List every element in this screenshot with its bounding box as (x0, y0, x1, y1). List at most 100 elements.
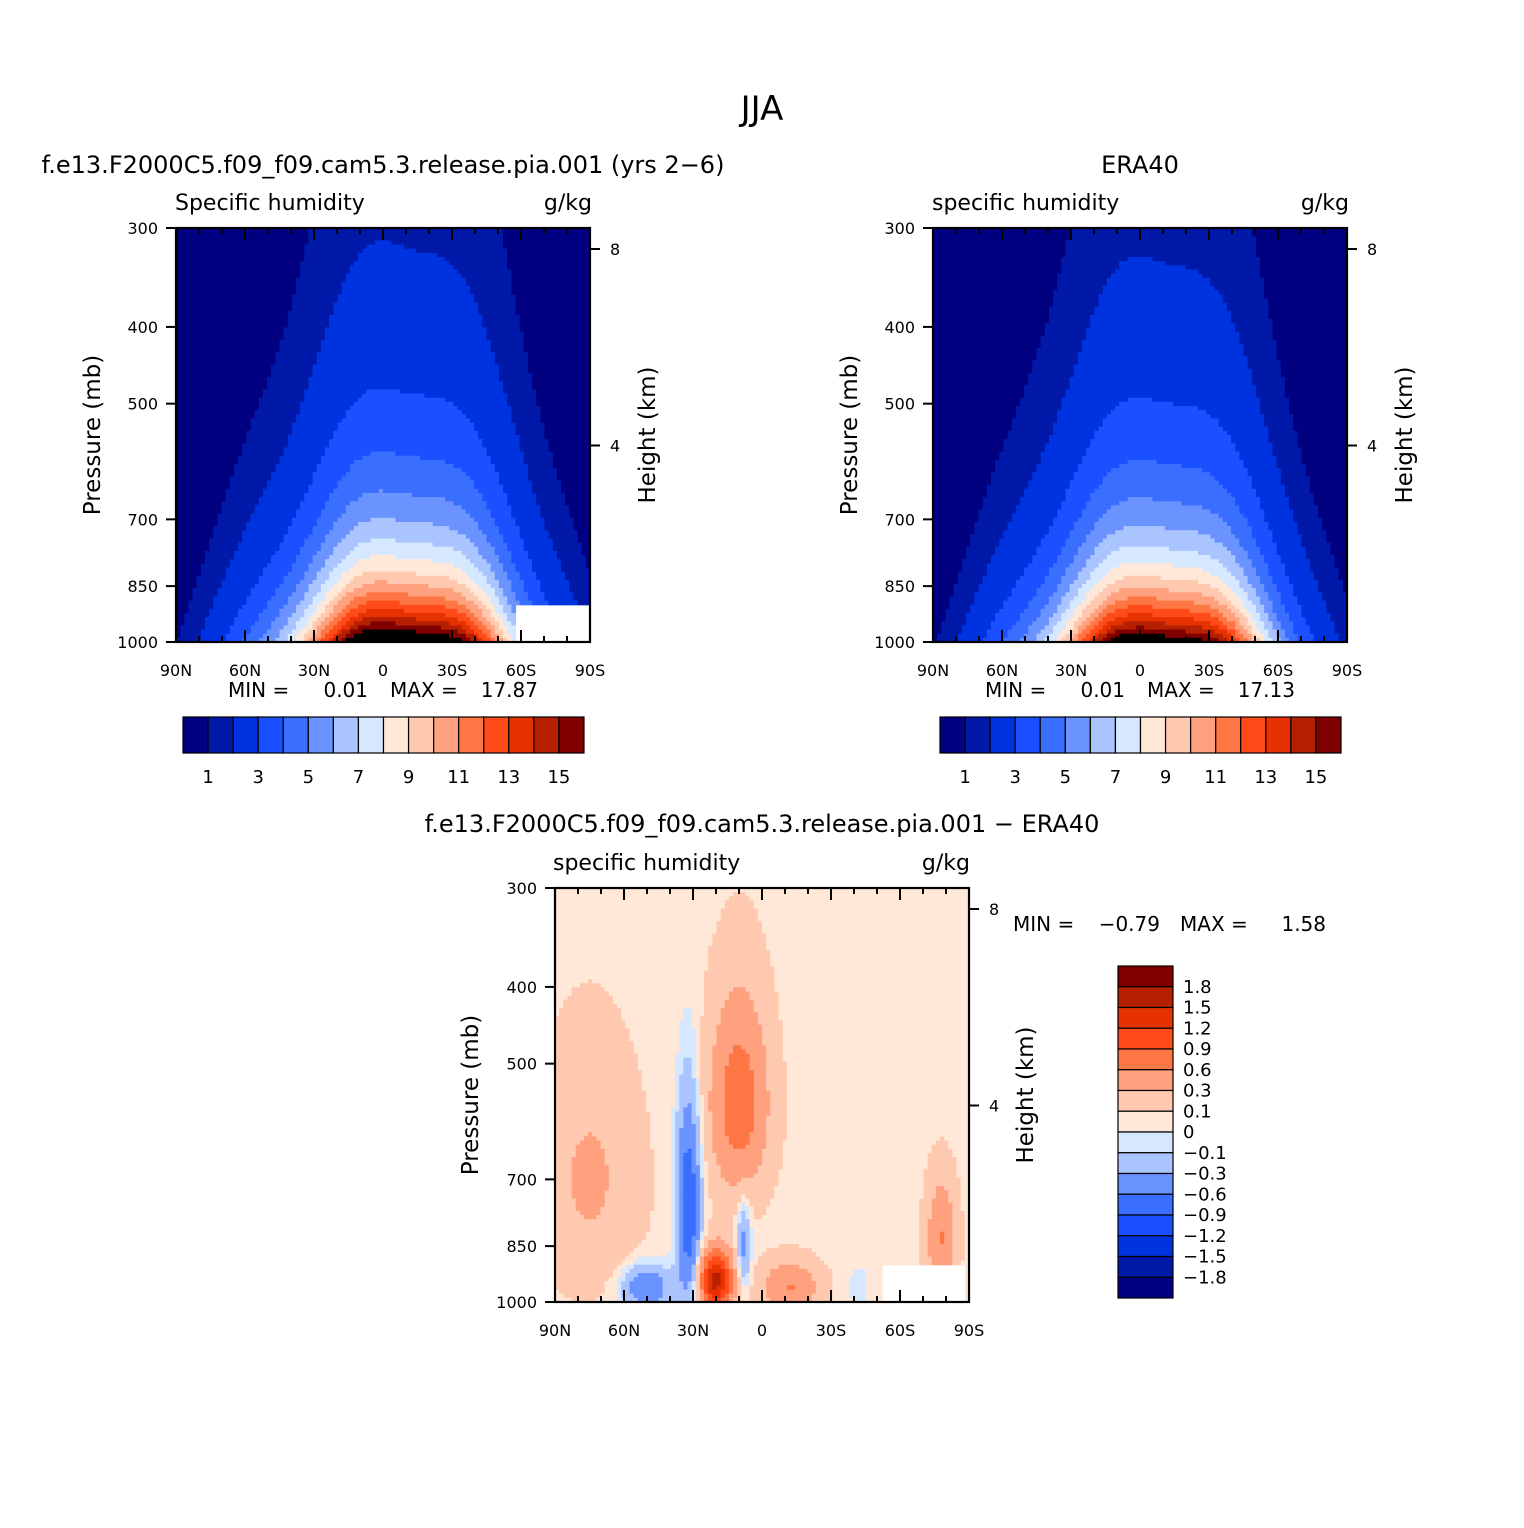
obs-contour-cell (1280, 637, 1290, 643)
diff-colorbar-box (1117, 1235, 1174, 1258)
model-contour-cell (366, 608, 405, 614)
diff-contour-cell (960, 1190, 970, 1195)
model-contour-cell (515, 567, 533, 573)
diff-contour-cell (964, 1273, 970, 1278)
model-contour-cell (490, 343, 525, 349)
obs-contour-cell (1235, 327, 1274, 333)
diff-contour-cell (670, 1190, 676, 1195)
obs-contour-cell (1024, 385, 1071, 391)
diff-contour-cell (737, 1260, 742, 1266)
obs-contour-cell (1106, 509, 1211, 515)
obs-contour-cell (1210, 414, 1265, 420)
obs-contour-cell (1106, 596, 1129, 602)
obs-contour-cell (1260, 397, 1290, 403)
diff-contour-cell (865, 1273, 883, 1278)
diff-contour-cell (699, 1041, 718, 1046)
diff-contour-cell (633, 1264, 664, 1270)
obs-contour-cell (1106, 555, 1211, 560)
diff-contour-cell (699, 1061, 713, 1067)
obs-contour-cell (1260, 497, 1290, 502)
diff-contour-cell (737, 1219, 742, 1224)
model-contour-cell (296, 633, 305, 639)
diff-contour-cell (749, 1223, 920, 1229)
model-contour-cell (329, 492, 363, 498)
model-contour-cell (287, 526, 314, 531)
obs-contour-cell (1053, 302, 1100, 308)
diff-contour-cell (617, 1003, 705, 1009)
diff-contour-cell (654, 1186, 672, 1191)
model-contour-cell (345, 410, 463, 415)
model-contour-cell (333, 617, 343, 622)
diff-contour-cell (555, 1264, 618, 1270)
diff-contour-cell (757, 1169, 780, 1175)
obs-contour-cell (1326, 534, 1348, 540)
diff-contour-cell (699, 1078, 713, 1084)
diff-contour-cell (699, 1215, 705, 1220)
diff-contour-cell (782, 1041, 970, 1046)
diff-contour-cell (646, 1231, 672, 1237)
diff-colorbar-label: 0.9 (1183, 1039, 1212, 1060)
obs-contour-cell (1057, 277, 1108, 283)
model-contour-cell (283, 534, 310, 540)
diff-contour-cell (737, 1239, 742, 1245)
model-contour-cell (469, 418, 512, 424)
model-contour-cell (176, 476, 231, 482)
model-contour-cell (503, 232, 591, 237)
obs-contour-cell (1077, 546, 1096, 552)
diff-contour-cell (935, 1186, 945, 1191)
model-contour-cell (519, 435, 546, 440)
diff-contour-cell (964, 1297, 970, 1303)
diff-contour-cell (766, 1049, 784, 1055)
diff-contour-cell (704, 1136, 713, 1142)
model-contour-cell (176, 339, 281, 345)
model-contour-cell (176, 265, 301, 270)
diff-contour-cell (695, 1210, 701, 1216)
model-contour-cell (474, 422, 517, 428)
model-contour-cell (176, 480, 231, 486)
diff-contour-cell (712, 1248, 722, 1253)
diff-contour-cell (679, 1181, 684, 1187)
model-contour-cell (519, 327, 591, 333)
diff-contour-cell (583, 1136, 597, 1142)
model-contour-cell (176, 571, 202, 577)
obs-contour-cell (1255, 625, 1265, 631)
obs-contour-cell (1185, 629, 1216, 635)
diff-contour-cell (670, 1152, 676, 1158)
diff-contour-cell (733, 1235, 738, 1241)
diff-contour-cell (716, 1028, 763, 1034)
model-contour-cell (176, 559, 206, 564)
obs-contour-cell (1065, 592, 1079, 598)
obs-contour-cell (933, 542, 971, 548)
obs-y-tick-label: 1000 (874, 633, 915, 652)
obs-contour-cell (1061, 596, 1075, 602)
obs-contour-cell (966, 555, 992, 560)
diff-contour-cell (749, 1057, 767, 1063)
obs-contour-cell (1276, 546, 1307, 552)
obs-contour-cell (1284, 571, 1315, 577)
obs-contour-cell (933, 488, 988, 494)
diff-contour-cell (675, 1136, 680, 1142)
obs-contour-cell (1322, 526, 1348, 531)
diff-contour-cell (679, 1219, 684, 1224)
diff-contour-cell (675, 1144, 680, 1150)
obs-contour-cell (933, 252, 1067, 258)
diff-contour-cell (670, 1206, 676, 1212)
diff-contour-cell (766, 1206, 920, 1212)
diff-contour-cell (691, 1020, 701, 1026)
diff-contour-cell (724, 1285, 730, 1291)
model-contour-cell (515, 430, 546, 436)
diff-contour-cell (712, 1140, 730, 1146)
obs-contour-cell (1057, 273, 1112, 279)
diff-contour-cell (699, 1173, 705, 1179)
model-contour-cell (225, 488, 264, 494)
obs-contour-cell (995, 459, 1042, 465)
obs-contour-cell (1065, 248, 1257, 254)
obs-contour-cell (1077, 592, 1087, 598)
diff-contour-cell (683, 1210, 697, 1216)
obs-contour-cell (1334, 555, 1348, 560)
model-contour-cell (275, 588, 297, 593)
obs-contour-cell (1272, 575, 1290, 581)
model-colorbar-box (483, 716, 510, 754)
diff-contour-cell (927, 1239, 941, 1245)
obs-contour-cell (1115, 269, 1199, 275)
